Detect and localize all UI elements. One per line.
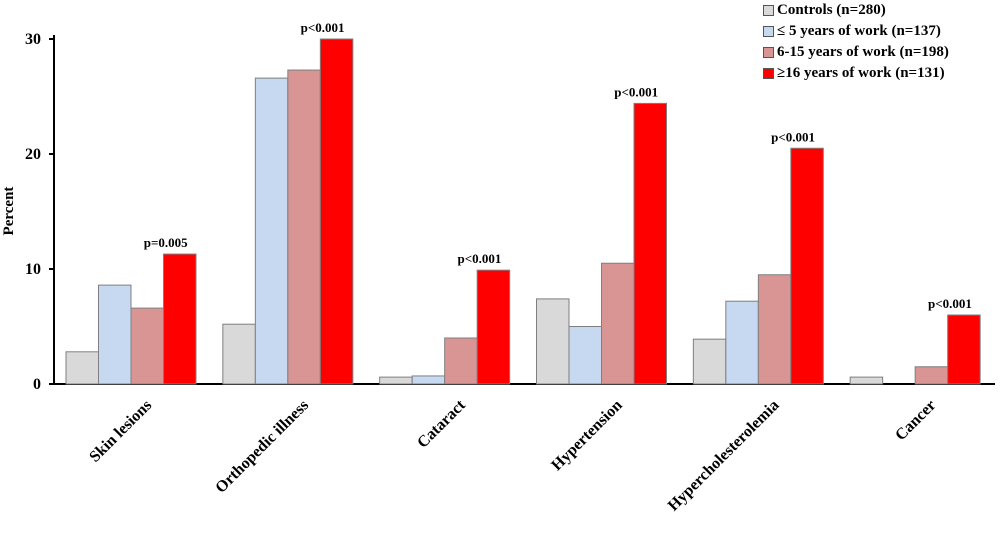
bar [287, 69, 321, 385]
p-value-annotation: p<0.001 [457, 251, 501, 266]
legend-label: ≤ 5 years of work (n=137) [777, 23, 941, 39]
y-tick-label: 30 [25, 31, 41, 48]
legend-swatch [763, 26, 774, 37]
bar [725, 300, 759, 385]
bar [568, 326, 602, 385]
bar [98, 284, 132, 385]
x-category-label: Skin lesions [86, 397, 155, 466]
legend-swatch [763, 5, 774, 16]
x-category-label: Hypercholesterolemia [665, 397, 783, 515]
legend-swatch [763, 47, 774, 58]
bar [130, 307, 164, 385]
bar [163, 253, 197, 385]
bar [254, 77, 289, 385]
x-category-label: Cancer [892, 397, 939, 444]
legend-label: 6-15 years of work (n=198) [777, 44, 949, 60]
legend-item-controls: Controls (n=280) [763, 0, 1000, 21]
bar [601, 262, 635, 385]
bar [222, 323, 256, 385]
bar [444, 337, 478, 385]
x-category-label: Hypertension [548, 397, 625, 474]
p-value-annotation: p=0.005 [144, 235, 188, 250]
legend-swatch [763, 68, 774, 79]
bar [536, 298, 570, 385]
plot-area: 0 10 20 30 p=0.005 Skin lesions p<0.001 Orthope… [25, 20, 995, 515]
bar [947, 314, 981, 385]
bar [319, 38, 354, 385]
bar [411, 375, 446, 385]
bar [633, 102, 667, 385]
legend-label: Controls (n=280) [777, 2, 886, 18]
bar [790, 147, 824, 385]
x-category-label: Orthopedic illness [212, 397, 312, 497]
p-value-annotation: p<0.001 [301, 20, 345, 35]
bar [849, 376, 884, 385]
legend-item-6-15: 6-15 years of work (n=198) [763, 42, 1000, 63]
bar [379, 376, 413, 385]
y-tick-label: 0 [33, 376, 41, 393]
p-value-annotation: p<0.001 [771, 129, 815, 144]
y-axis-label: Percent [1, 187, 17, 236]
legend-label: ≥16 years of work (n=131) [777, 65, 945, 81]
y-tick-label: 10 [25, 261, 41, 278]
bar [757, 274, 792, 385]
p-value-annotation: p<0.001 [928, 296, 972, 311]
p-value-annotation: p<0.001 [614, 84, 658, 99]
bar [65, 351, 99, 385]
bar [914, 366, 949, 385]
bar [476, 269, 511, 385]
x-category-label: Cataract [414, 396, 469, 451]
bar [692, 338, 727, 385]
legend-item-ge16: ≥16 years of work (n=131) [763, 63, 1000, 84]
legend: Controls (n=280) ≤ 5 years of work (n=13… [763, 0, 1000, 84]
y-tick-label: 20 [25, 146, 41, 163]
legend-item-le5: ≤ 5 years of work (n=137) [763, 21, 1000, 42]
